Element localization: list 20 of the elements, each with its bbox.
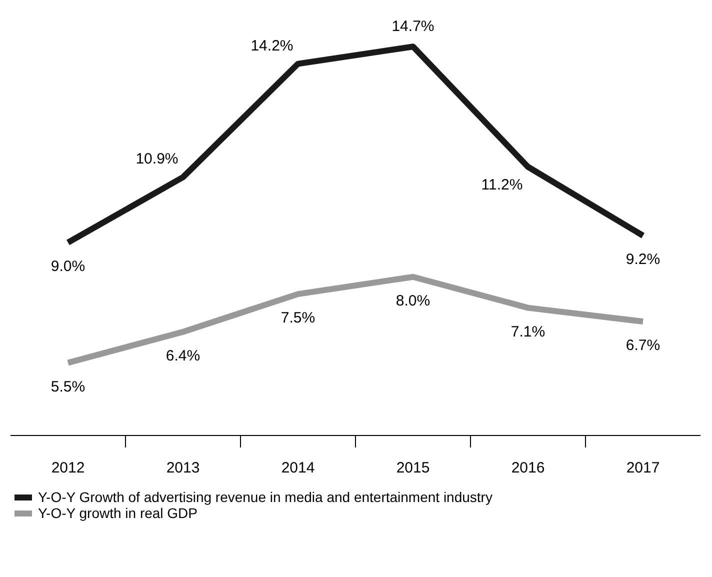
- data-label: 14.7%: [392, 18, 434, 36]
- legend-label: Y-O-Y Growth of advertising revenue in media and entertainment industry: [38, 489, 492, 505]
- x-tick-label: 2013: [166, 460, 200, 476]
- data-label: 8.0%: [396, 292, 430, 310]
- x-tick-label: 2016: [511, 460, 545, 476]
- data-label: 14.2%: [250, 37, 294, 54]
- legend-label: Y-O-Y growth in real GDP: [38, 505, 198, 521]
- x-tick-label: 2015: [396, 460, 430, 476]
- data-label: 10.9%: [136, 150, 178, 168]
- x-tick-label: 2012: [51, 460, 85, 476]
- data-label: 6.4%: [166, 347, 200, 364]
- data-label: 7.1%: [510, 323, 546, 340]
- data-label: 9.2%: [626, 251, 660, 268]
- x-tick-label: 2014: [281, 460, 315, 476]
- data-label: 9.0%: [50, 258, 86, 275]
- data-label: 11.2%: [481, 176, 523, 194]
- data-label: 5.5%: [50, 378, 86, 396]
- data-label: 6.7%: [626, 337, 660, 354]
- x-tick-label: 2017: [626, 460, 660, 476]
- data-label: 7.5%: [280, 310, 316, 327]
